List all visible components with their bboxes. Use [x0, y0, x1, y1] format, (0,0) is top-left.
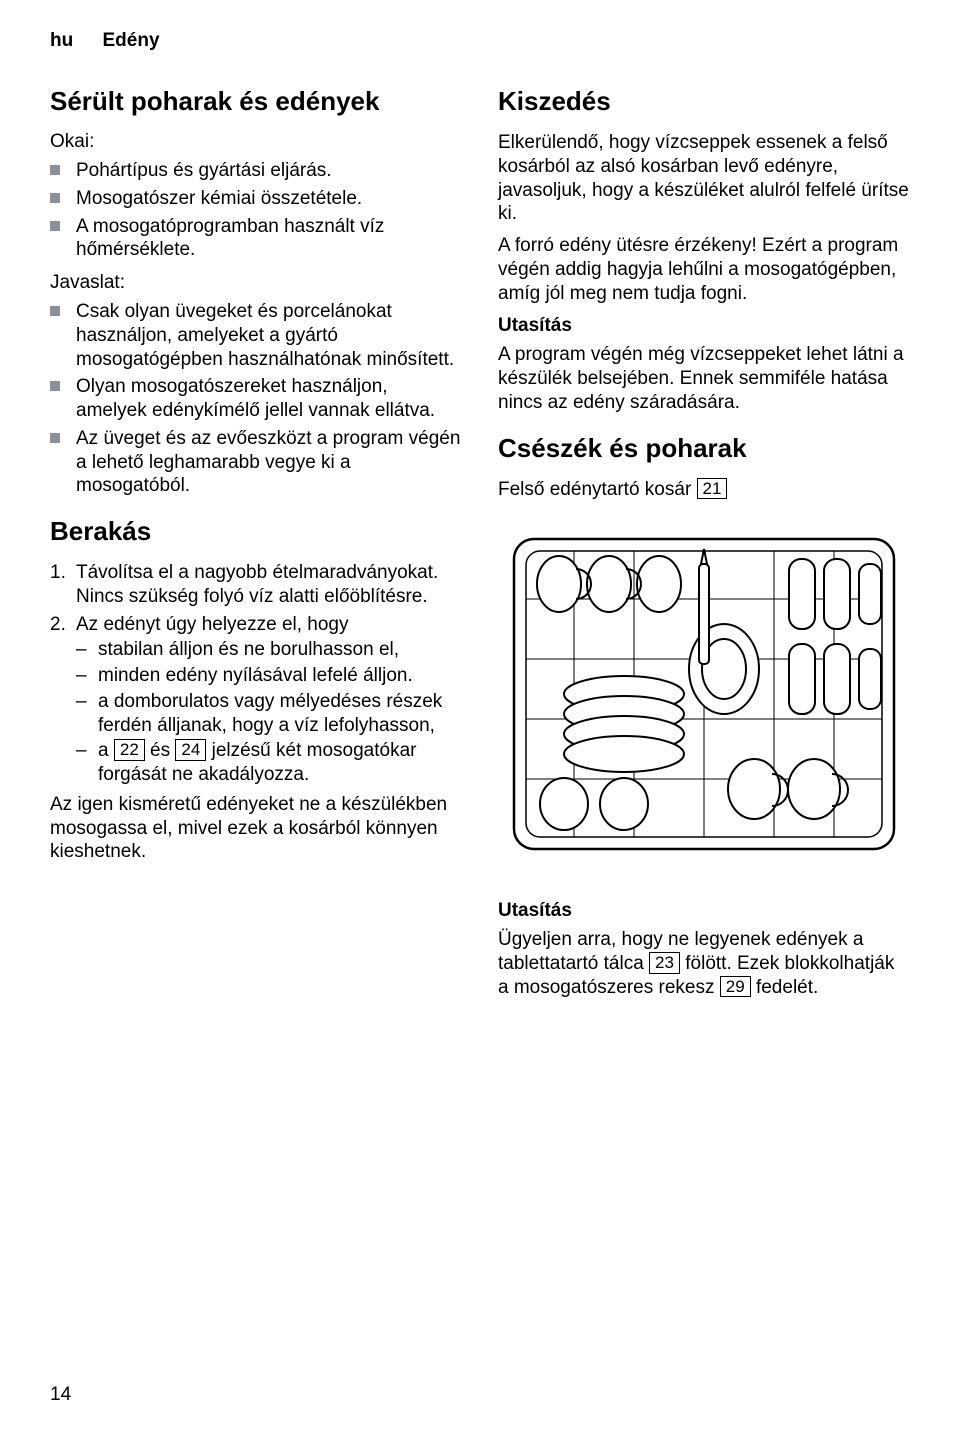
- step2-sublist: stabilan álljon és ne borulhasson el, mi…: [76, 638, 462, 787]
- heading-kiszedes: Kiszedés: [498, 86, 910, 117]
- text: és: [145, 740, 176, 761]
- list-item: minden edény nyílásával lefelé álljon.: [76, 664, 462, 688]
- utasitas2-heading: Utasítás: [498, 900, 910, 922]
- upper-rack-label: Felső edénytartó kosár 21: [498, 478, 910, 502]
- okai-list: Pohártípus és gyártási eljárás. Mosogató…: [50, 159, 462, 262]
- list-item: Pohártípus és gyártási eljárás.: [50, 159, 462, 183]
- page-number: 14: [50, 1384, 71, 1406]
- text: fedelét.: [751, 977, 819, 998]
- ref-box-24: 24: [175, 739, 206, 761]
- section-name: Edény: [103, 30, 160, 51]
- kiszedes-p1: Elkerülendő, hogy vízcseppek essenek a f…: [498, 131, 910, 226]
- ref-box-22: 22: [114, 739, 145, 761]
- text: Felső edénytartó kosár: [498, 479, 697, 500]
- javaslat-label: Javaslat:: [50, 272, 462, 294]
- text: a: [98, 740, 114, 761]
- right-column: Kiszedés Elkerülendő, hogy vízcseppek es…: [498, 80, 910, 1008]
- list-item: Az edényt úgy helyezze el, hogy stabilan…: [50, 613, 462, 787]
- list-item: A mosogatóprogramban használt víz hőmérs…: [50, 215, 462, 263]
- list-item: Csak olyan üvegeket és porcelánokat hasz…: [50, 300, 462, 371]
- list-item: Olyan mosogatószereket használjon, amely…: [50, 375, 462, 423]
- list-item: stabilan álljon és ne borulhasson el,: [76, 638, 462, 662]
- dish-rack-illustration: [498, 519, 910, 869]
- berakas-steps: Távolítsa el a nagyobb ételmaradványokat…: [50, 561, 462, 787]
- page-header: hu Edény: [50, 30, 910, 52]
- utasitas2-body: Ügyeljen arra, hogy ne legyenek edények …: [498, 928, 910, 999]
- list-item: Az üveget és az evőeszközt a program vég…: [50, 427, 462, 498]
- okai-label: Okai:: [50, 131, 462, 153]
- javaslat-list: Csak olyan üvegeket és porcelánokat hasz…: [50, 300, 462, 498]
- utasitas1-heading: Utasítás: [498, 315, 910, 337]
- utasitas1-body: A program végén még vízcseppeket lehet l…: [498, 343, 910, 414]
- kiszedes-p2: A forró edény ütésre érzékeny! Ezért a p…: [498, 234, 910, 305]
- lang-code: hu: [50, 30, 73, 51]
- after-steps-note: Az igen kisméretű edényeket ne a készülé…: [50, 793, 462, 864]
- list-item: a domborulatos vagy mélyedéses részek fe…: [76, 690, 462, 738]
- heading-berakas: Berakás: [50, 516, 462, 547]
- list-item: Mosogatószer kémiai összetétele.: [50, 187, 462, 211]
- list-item: a 22 és 24 jelzésű két mosogatókar forgá…: [76, 739, 462, 787]
- content-columns: Sérült poharak és edények Okai: Pohártíp…: [50, 80, 910, 1008]
- ref-box-21: 21: [697, 478, 728, 500]
- ref-box-23: 23: [649, 952, 680, 974]
- ref-box-29: 29: [720, 976, 751, 998]
- step2-intro: Az edényt úgy helyezze el, hogy: [76, 614, 349, 635]
- heading-damaged: Sérült poharak és edények: [50, 86, 462, 117]
- list-item: Távolítsa el a nagyobb ételmaradványokat…: [50, 561, 462, 609]
- heading-cups: Csészék és poharak: [498, 433, 910, 464]
- left-column: Sérült poharak és edények Okai: Pohártíp…: [50, 80, 462, 1008]
